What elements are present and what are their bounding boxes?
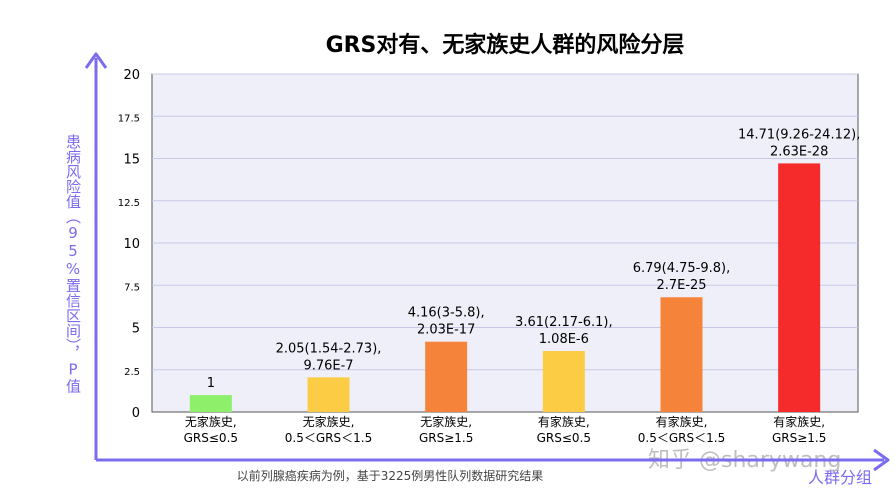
x-tick-label: 有家族史, [656,414,708,429]
bar-data-label: 2.05(1.54-2.73), [276,341,382,356]
x-tick-label: GRS≤0.5 [537,431,591,445]
x-tick-label: 无家族史, [420,414,472,429]
x-tick-label: 0.5＜GRS＜1.5 [638,431,725,445]
x-tick-label: 无家族史, [185,414,237,429]
y-tick-label: 10 [123,237,140,252]
bar-data-label: 1 [207,376,215,391]
bar [542,350,585,412]
y-tick-label: 2.5 [124,367,140,378]
y-tick-label: 5 [132,322,140,337]
y-tick-label: 20 [123,68,140,83]
bar-data-label: 2.63E-28 [770,144,828,159]
x-tick-label: GRS≤0.5 [184,431,238,445]
y-axis-arrowhead [84,52,108,69]
bar-data-label: 3.61(2.17-6.1), [515,315,613,330]
y-tick-label: 12.5 [118,198,140,209]
bar-data-label: 4.16(3-5.8), [408,306,485,321]
bar [778,163,821,412]
bar-data-label: 14.71(9.26-24.12), [738,127,860,142]
bar-data-label: 6.79(4.75-9.8), [633,261,731,276]
y-tick-label: 7.5 [124,282,140,293]
bar [307,377,350,412]
x-tick-label: GRS≥1.5 [772,431,826,445]
x-tick-label: 有家族史, [773,414,825,429]
chart-title: GRS对有、无家族史人群的风险分层 [325,33,685,58]
y-axis-title: 患病风险值（95%置信区间），P值 [64,134,82,394]
y-tick-label: 0 [132,406,140,421]
y-tick-label: 17.5 [118,113,140,124]
x-tick-label: 有家族史, [538,414,590,429]
x-tick-label: 无家族史, [303,414,355,429]
x-tick-label: GRS≥1.5 [419,431,473,445]
bar [660,297,703,412]
x-axis-arrowhead [873,448,890,472]
bar-data-label: 2.7E-25 [656,278,706,293]
bar [425,341,468,412]
bar-data-label: 2.03E-17 [417,323,475,338]
x-tick-label: 0.5＜GRS＜1.5 [285,431,372,445]
bar [189,395,232,412]
bar-data-label: 1.08E-6 [539,332,589,347]
x-axis-title: 人群分组 [807,468,872,487]
y-tick-label: 15 [123,153,140,168]
bar-data-label: 9.76E-7 [303,358,353,373]
footnote: 以前列腺癌疾病为例，基于3225例男性队列数据研究结果 [236,469,544,483]
